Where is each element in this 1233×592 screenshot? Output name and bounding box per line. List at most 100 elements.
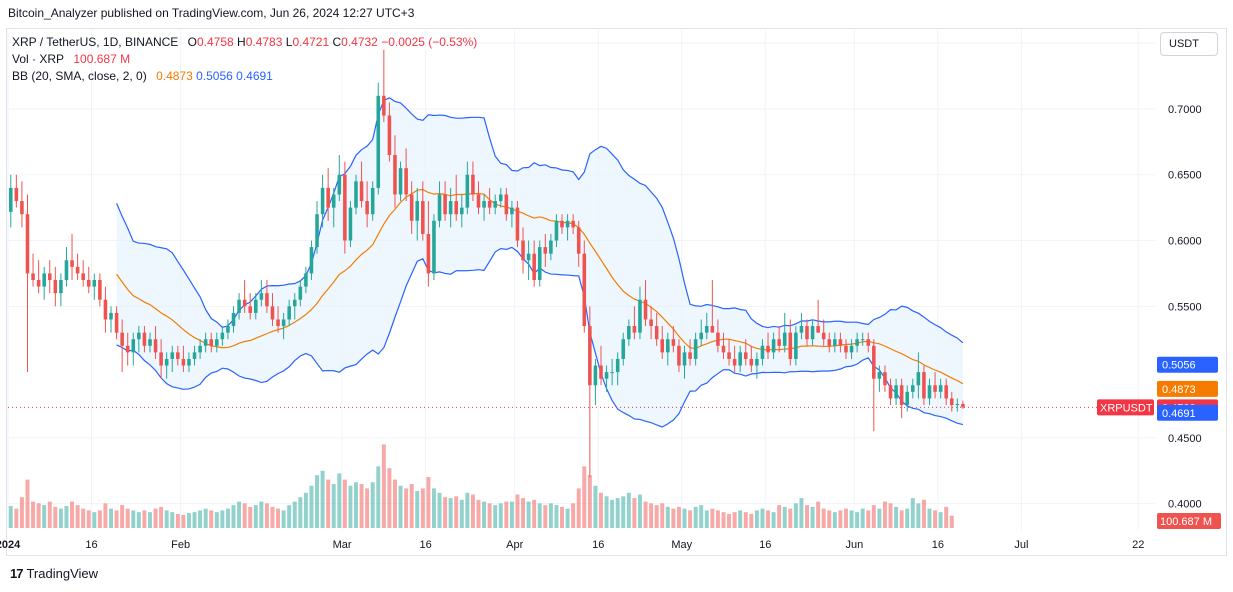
volume-bar (810, 506, 815, 528)
candle-body (320, 187, 325, 215)
candle-body (36, 280, 41, 287)
candle-body (922, 372, 926, 399)
candle (810, 319, 815, 346)
legend-close-label: C (332, 35, 342, 49)
legend-bb-row[interactable]: BB (20, SMA, close, 2, 0) 0.4873 0.5056 … (12, 68, 477, 85)
volume-bar (699, 505, 704, 528)
legend-symbol[interactable]: XRP / TetherUS, 1D, BINANCE (12, 35, 179, 49)
volume-bar (19, 497, 24, 528)
candle (176, 345, 180, 366)
volume-bar (320, 470, 325, 528)
candle (370, 181, 375, 221)
candle (81, 260, 85, 287)
candle (777, 326, 781, 353)
candle-body (582, 253, 587, 327)
candle-body (599, 365, 603, 379)
candle-body (142, 332, 147, 346)
candle (365, 181, 369, 228)
candle-body (938, 385, 943, 392)
candle (231, 306, 236, 333)
candle (766, 332, 770, 359)
volume-bar (64, 506, 69, 528)
candle-body (855, 339, 859, 346)
legend-volume-row[interactable]: Vol · XRP 100.687 M (12, 51, 477, 68)
candle-body (348, 207, 353, 241)
price-badge-bg (1157, 404, 1218, 421)
candle (860, 332, 865, 346)
candle-body (526, 253, 531, 261)
chart-frame[interactable] (6, 28, 1227, 556)
candle (498, 187, 503, 208)
candle (359, 161, 364, 208)
candle-body (510, 207, 514, 215)
candle (326, 168, 330, 221)
volume-bar (565, 508, 570, 528)
price-badge-bg (1157, 356, 1218, 373)
volume-bar (420, 488, 425, 528)
candle-body (610, 372, 614, 374)
candle-body (53, 280, 58, 294)
chart-legend: XRP / TetherUS, 1D, BINANCE O0.4758 H0.4… (12, 34, 477, 85)
candle-body (343, 174, 347, 241)
candle (688, 339, 692, 366)
volume-bar (849, 510, 854, 528)
candle-body (949, 398, 954, 405)
candle (504, 187, 509, 221)
volume-bar (342, 479, 347, 528)
candle-body (326, 187, 330, 208)
volume-bar (832, 512, 837, 528)
candle (482, 194, 486, 221)
volume-bar (131, 510, 136, 528)
volume-bar (816, 501, 821, 528)
candle (331, 187, 336, 228)
volume-bar (688, 510, 693, 528)
candle-body (899, 385, 904, 405)
volume-bar (125, 508, 130, 528)
candle-body (443, 194, 447, 215)
y-tick-label: 0.5500 (1168, 301, 1202, 313)
candle-body (276, 319, 280, 327)
candle-body (292, 299, 297, 307)
candle (237, 293, 241, 320)
candle (716, 319, 720, 353)
legend-bb-lower: 0.4691 (236, 69, 273, 83)
candle (448, 187, 453, 228)
tradingview-logo[interactable]: 17 TradingView (10, 566, 98, 581)
candle (432, 214, 436, 280)
legend-volume-label: Vol · XRP (12, 52, 65, 66)
candle (794, 326, 798, 366)
volume-bar (827, 510, 832, 528)
candle-body (421, 201, 425, 234)
price-badge-value: 0.5056 (1162, 360, 1196, 372)
candle-body (699, 332, 703, 340)
bb-upper-line (116, 97, 964, 344)
x-tick-label: Mar (333, 539, 352, 551)
candle (621, 332, 626, 366)
volume-bar (186, 513, 191, 528)
currency-unit-selector[interactable]: USDT (1160, 32, 1218, 56)
candle-body (70, 260, 74, 267)
x-tick-label: Apr (506, 539, 523, 551)
candle (426, 201, 431, 287)
candle (14, 174, 19, 208)
volume-bar (615, 498, 620, 528)
candle (47, 260, 52, 294)
volume-bar (298, 497, 303, 528)
candle (393, 135, 397, 208)
candle (203, 332, 208, 353)
price-badge: 0.4873 (1157, 380, 1218, 397)
candle-body (14, 187, 19, 202)
tradingview-brand: TradingView (26, 566, 99, 581)
volume-bar (649, 503, 654, 528)
volume-bar (276, 508, 281, 528)
candle (298, 280, 303, 307)
candle (20, 181, 24, 228)
x-tick-label: 16 (592, 539, 604, 551)
x-tick-label: Jun (845, 539, 863, 551)
candle-body (721, 345, 726, 353)
candle (170, 345, 175, 373)
volume-bar (159, 506, 164, 528)
volume-bar (821, 508, 826, 528)
candle (25, 194, 30, 373)
